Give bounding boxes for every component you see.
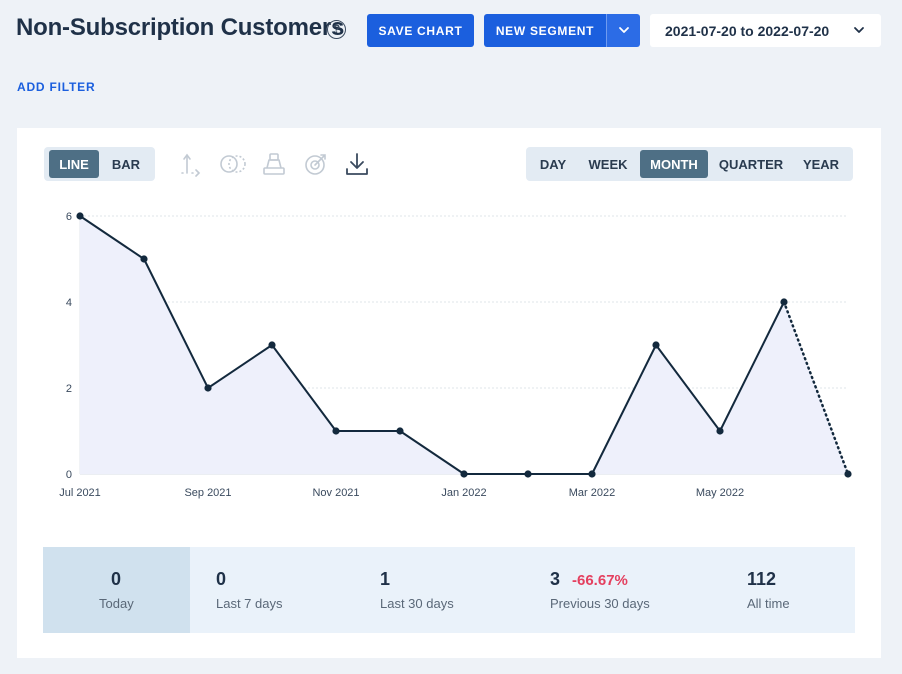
data-point — [204, 384, 212, 392]
x-tick-label: Sep 2021 — [184, 487, 231, 499]
stack-icon[interactable] — [261, 151, 287, 177]
y-tick-label: 0 — [66, 469, 72, 481]
data-point — [268, 341, 276, 349]
axis-icon[interactable] — [179, 151, 205, 177]
chart-card: LINE BAR DAY WEE — [17, 128, 881, 658]
line-chart[interactable]: 0 2 4 6 Jul 2021 Sep 2021 Nov 2021 Jan 2022 Mar … — [17, 198, 881, 508]
new-segment-dropdown-button[interactable] — [606, 14, 640, 47]
add-filter-link[interactable]: ADD FILTER — [17, 80, 96, 94]
period-year-button[interactable]: YEAR — [802, 156, 840, 172]
series-line-incomplete — [782, 300, 850, 476]
stat-today-label: Today — [99, 596, 134, 611]
y-tick-label: 6 — [66, 211, 72, 223]
date-range-value: 2021-07-20 to 2022-07-20 — [665, 22, 830, 39]
y-tick-label: 2 — [66, 383, 72, 395]
data-point — [652, 341, 660, 349]
page-title: Non-Subscription Customers — [16, 14, 345, 41]
data-point — [332, 427, 340, 435]
stats-summary: 0 Today 0 Last 7 days 1 Last 30 days 3 -… — [43, 547, 855, 633]
data-point — [140, 255, 148, 263]
data-point — [780, 298, 788, 306]
data-point — [396, 427, 404, 435]
stat-last30-value: 1 — [380, 569, 391, 589]
area-fill — [80, 216, 848, 474]
stat-today: 0 Today — [43, 547, 190, 633]
stat-last7-label: Last 7 days — [216, 596, 283, 611]
stat-last30: 1 Last 30 days — [380, 547, 530, 633]
stat-prev30-label: Previous 30 days — [550, 596, 650, 611]
x-tick-label: Jul 2021 — [59, 487, 101, 499]
download-icon[interactable] — [344, 151, 370, 177]
stat-alltime-label: All time — [747, 596, 790, 611]
bar-chart-button[interactable]: BAR — [111, 156, 141, 172]
x-tick-label: Jan 2022 — [441, 487, 486, 499]
line-chart-button[interactable]: LINE — [49, 150, 99, 178]
save-chart-button[interactable]: SAVE CHART — [367, 14, 474, 47]
chevron-down-icon — [619, 27, 629, 33]
chart-type-toggle: LINE BAR — [44, 147, 155, 181]
date-range-picker[interactable]: 2021-07-20 to 2022-07-20 — [650, 14, 881, 47]
period-month-button[interactable]: MONTH — [640, 150, 708, 178]
data-point — [844, 470, 852, 478]
x-tick-label: Mar 2022 — [569, 487, 615, 499]
stat-last30-label: Last 30 days — [380, 596, 454, 611]
stat-prev30-change: -66.67% — [572, 572, 628, 589]
stat-last7-value: 0 — [216, 569, 227, 589]
stat-today-value: 0 — [111, 569, 122, 589]
stat-alltime-value: 112 — [747, 569, 777, 589]
stat-last7: 0 Last 7 days — [216, 547, 356, 633]
stat-prev30: 3 -66.67% Previous 30 days — [550, 547, 730, 633]
x-tick-label: Nov 2021 — [312, 487, 359, 499]
chevron-down-icon — [854, 27, 864, 33]
compare-icon[interactable] — [219, 151, 247, 177]
stat-alltime: 112 All time — [747, 547, 847, 633]
new-segment-button[interactable]: NEW SEGMENT — [484, 14, 606, 47]
data-point — [588, 470, 596, 478]
data-point — [76, 212, 84, 220]
goal-icon[interactable] — [303, 151, 329, 177]
x-tick-label: May 2022 — [696, 487, 744, 499]
period-quarter-button[interactable]: QUARTER — [718, 156, 784, 172]
data-point — [716, 427, 724, 435]
series-line — [79, 215, 785, 475]
stat-prev30-value: 3 — [550, 569, 561, 589]
help-icon[interactable]: ? — [327, 20, 346, 39]
period-week-button[interactable]: WEEK — [588, 156, 628, 172]
data-point — [460, 470, 468, 478]
data-point — [524, 470, 532, 478]
period-toggle: DAY WEEK MONTH QUARTER YEAR — [526, 147, 853, 181]
y-tick-label: 4 — [66, 297, 72, 309]
period-day-button[interactable]: DAY — [539, 156, 567, 172]
